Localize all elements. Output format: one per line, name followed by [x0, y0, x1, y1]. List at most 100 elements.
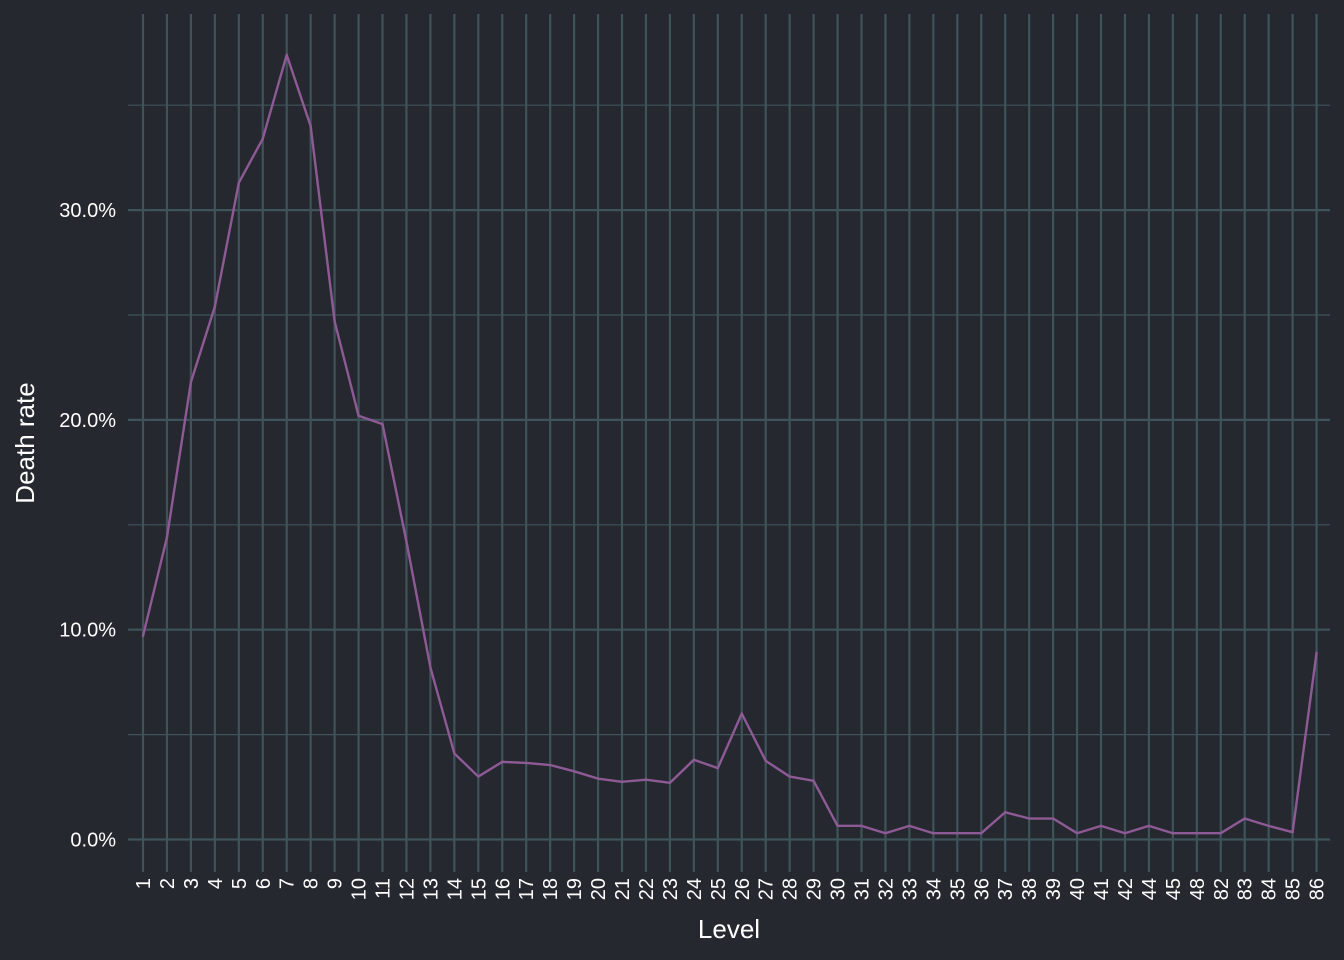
x-tick-label: 36 [971, 878, 993, 900]
x-tick-label: 10 [349, 878, 371, 900]
x-tick-label: 11 [373, 878, 395, 899]
x-tick-label: 23 [660, 878, 682, 900]
x-tick-label: 29 [804, 878, 826, 900]
x-tick-label: 19 [564, 878, 586, 900]
data-point-level-83 [1243, 817, 1246, 820]
data-point-level-24 [692, 758, 696, 761]
data-point-level-23 [668, 781, 672, 785]
data-point-level-26 [740, 712, 743, 715]
x-tick-label: 20 [588, 878, 610, 900]
data-point-level-45 [1171, 832, 1175, 835]
x-tick-label: 4 [205, 878, 227, 889]
x-axis-tick-labels: 1 2 3 4 5 6 7 8 9 10 11 12 13 14 15 16 17 18 19 20 21 22 23 24 2… [133, 878, 1329, 900]
data-point-level-42 [1123, 832, 1127, 835]
data-point-level-44 [1147, 824, 1151, 828]
x-tick-label: 33 [899, 878, 921, 900]
x-tick-label: 8 [301, 878, 323, 889]
series-line-death-rate [141, 53, 1318, 835]
data-point-level-4 [213, 305, 217, 308]
data-point-level-15 [477, 775, 480, 778]
data-point-level-28 [788, 775, 791, 778]
x-tick-label: 12 [396, 878, 418, 900]
x-tick-label: 85 [1283, 878, 1305, 900]
data-point-level-11 [381, 422, 384, 426]
y-tick-label: 30.0% [59, 200, 116, 222]
x-tick-label: 15 [468, 878, 490, 900]
data-point-level-86 [1315, 651, 1318, 654]
major-gridlines [128, 209, 1330, 841]
x-tick-label: 21 [612, 878, 634, 900]
x-tick-label: 35 [947, 878, 969, 900]
data-point-level-33 [908, 824, 911, 828]
x-tick-label: 17 [516, 878, 538, 900]
x-tick-label: 2 [157, 878, 179, 889]
x-tick-label: 1 [133, 878, 155, 889]
x-tick-label: 6 [253, 878, 275, 889]
x-tick-label: 84 [1259, 878, 1281, 900]
x-tick-label: 39 [1043, 878, 1065, 900]
x-tick-label: 18 [540, 878, 562, 900]
x-tick-label: 5 [229, 878, 251, 889]
data-point-level-30 [836, 824, 839, 828]
data-point-level-5 [237, 181, 240, 185]
x-tick-label: 9 [325, 878, 347, 889]
data-point-level-84 [1267, 824, 1270, 828]
data-point-level-38 [1027, 817, 1031, 820]
data-point-level-39 [1051, 817, 1055, 820]
x-tick-label: 44 [1139, 878, 1161, 900]
x-tick-label: 3 [181, 878, 203, 889]
y-axis-tick-labels: 0.0% 10.0% 20.0% 30.0% [59, 200, 116, 851]
data-point-level-25 [716, 766, 719, 770]
x-tick-label: 42 [1115, 878, 1137, 900]
data-point-level-31 [860, 824, 863, 828]
data-point-level-13 [429, 666, 432, 669]
data-point-level-85 [1291, 830, 1294, 834]
x-tick-label: 32 [875, 878, 897, 900]
data-point-level-8 [309, 124, 312, 128]
x-tick-label: 34 [923, 878, 945, 900]
data-point-level-22 [644, 778, 648, 781]
data-point-level-34 [932, 832, 935, 835]
x-tick-label: 27 [756, 878, 778, 900]
x-tick-label: 83 [1235, 878, 1257, 900]
x-tick-label: 41 [1091, 878, 1113, 900]
x-tick-label: 14 [444, 878, 466, 900]
data-point-level-29 [812, 779, 815, 782]
x-tick-label: 22 [636, 878, 658, 900]
data-point-level-32 [884, 832, 887, 835]
data-point-level-10 [357, 414, 360, 417]
x-gridlines [141, 14, 1318, 872]
x-tick-label: 16 [492, 878, 514, 900]
data-point-level-82 [1219, 832, 1222, 835]
y-tick-label: 20.0% [59, 410, 116, 432]
data-point-level-27 [764, 759, 767, 763]
data-point-level-41 [1099, 824, 1103, 828]
x-tick-label: 7 [277, 878, 299, 889]
data-point-level-40 [1075, 832, 1079, 835]
data-point-level-12 [405, 540, 408, 543]
data-point-level-20 [596, 777, 600, 780]
y-tick-label: 10.0% [59, 620, 116, 642]
data-point-level-18 [548, 763, 552, 767]
data-point-level-2 [165, 536, 169, 539]
x-tick-label: 45 [1163, 878, 1185, 900]
data-point-level-3 [189, 380, 193, 384]
data-point-level-14 [453, 752, 456, 755]
x-tick-label: 40 [1067, 878, 1089, 900]
data-point-level-36 [980, 832, 983, 835]
y-tick-label: 0.0% [70, 830, 116, 852]
x-tick-label: 31 [852, 878, 874, 900]
x-tick-label: 86 [1307, 878, 1329, 900]
minor-gridlines [128, 104, 1330, 736]
data-point-level-6 [261, 137, 264, 140]
data-point-level-16 [501, 760, 504, 764]
x-tick-label: 37 [995, 878, 1017, 900]
series-points [141, 53, 1318, 835]
x-tick-label: 30 [828, 878, 850, 900]
x-tick-label: 13 [420, 878, 442, 900]
x-tick-label: 24 [684, 878, 706, 900]
x-axis-title: Level [698, 914, 760, 944]
data-point-level-17 [525, 761, 528, 765]
